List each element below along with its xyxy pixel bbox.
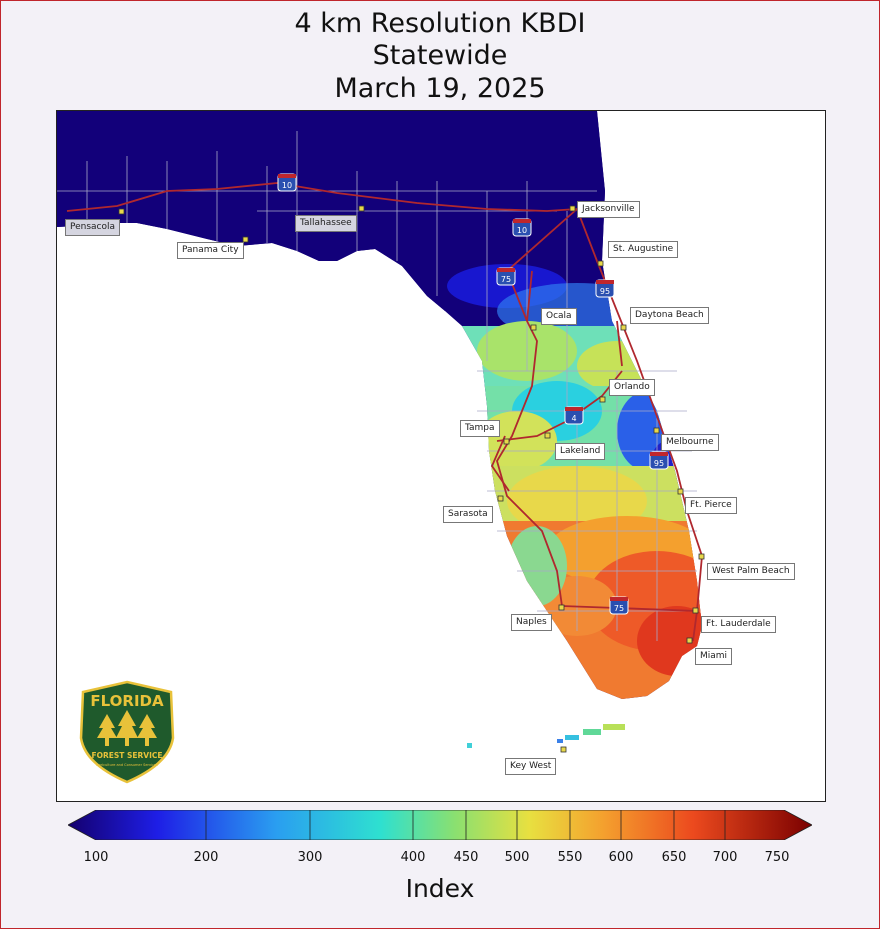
city-marker — [358, 205, 365, 212]
florida-keys — [467, 724, 625, 748]
map-title-line3: March 19, 2025 — [334, 73, 546, 104]
city-label-naples: Naples — [511, 614, 552, 631]
map-title-line1: 4 km Resolution KBDI — [294, 8, 586, 39]
interstate-10-shield-west: 10 — [277, 173, 297, 192]
city-label-daytona-beach: Daytona Beach — [630, 307, 709, 324]
interstate-label: 4 — [571, 414, 576, 423]
city-marker — [503, 438, 510, 445]
city-marker — [686, 637, 693, 644]
city-label-west-palm-beach: West Palm Beach — [707, 563, 795, 580]
city-marker — [242, 236, 249, 243]
city-marker — [558, 604, 565, 611]
city-label-sarasota: Sarasota — [443, 506, 493, 523]
city-label-miami: Miami — [695, 648, 733, 665]
city-label-pensacola: Pensacola — [65, 219, 121, 236]
city-label-lakeland: Lakeland — [555, 443, 606, 460]
city-label-st-augustine: St. Augustine — [608, 241, 679, 258]
city-label-ft-pierce: Ft. Pierce — [685, 497, 737, 514]
colorbar-tick-label: 550 — [557, 850, 583, 865]
interstate-label: 95 — [654, 459, 664, 468]
interstate-label: 75 — [501, 275, 511, 284]
colorbar-tick-label: 500 — [504, 850, 530, 865]
city-label-ft-lauderdale: Ft. Lauderdale — [701, 616, 776, 633]
interstate-label: 10 — [282, 181, 292, 190]
interstate-75-shield-north: 75 — [496, 267, 516, 286]
city-markers — [118, 205, 705, 753]
colorbar-tick-label: 200 — [193, 850, 219, 865]
florida-forest-service-logo: FLORIDA FOREST SERVICE Agriculture and C… — [79, 680, 175, 784]
interstate-shields: 10 10 75 95 4 — [277, 173, 669, 615]
city-marker — [497, 495, 504, 502]
logo-bottom-text: FOREST SERVICE — [91, 751, 162, 760]
colorbar-ticks — [205, 810, 726, 840]
kbdi-colorbar — [68, 810, 812, 840]
interstate-4-shield: 4 — [564, 406, 584, 425]
city-marker — [569, 205, 576, 212]
city-label-panama-city: Panama City — [177, 242, 244, 259]
map-panel: 10 10 75 95 4 — [56, 110, 826, 802]
colorbar-tick-label: 700 — [712, 850, 738, 865]
colorbar-tick-label: 750 — [764, 850, 790, 865]
tree-icons — [97, 710, 157, 746]
city-label-orlando: Orlando — [609, 379, 655, 396]
city-marker — [560, 746, 567, 753]
interstate-75-shield-south: 75 — [609, 596, 629, 615]
county-lines — [57, 131, 697, 641]
interstate-10-shield-east: 10 — [512, 218, 532, 237]
colorbar-tick-label: 300 — [297, 850, 323, 865]
florida-kbdi-map: 10 10 75 95 4 — [57, 111, 705, 753]
city-marker — [118, 208, 125, 215]
city-marker — [653, 427, 660, 434]
city-label-key-west: Key West — [505, 758, 557, 775]
colorbar-tick-label: 600 — [608, 850, 634, 865]
city-marker — [677, 488, 684, 495]
city-marker — [599, 396, 606, 403]
logo-top-text: FLORIDA — [90, 692, 164, 710]
map-title-line2: Statewide — [372, 40, 508, 71]
city-label-ocala: Ocala — [541, 308, 577, 325]
city-marker — [692, 607, 699, 614]
colorbar-tick-label: 650 — [661, 850, 687, 865]
interstate-label: 95 — [600, 287, 610, 296]
colorbar-tick-label: 450 — [453, 850, 479, 865]
city-label-melbourne: Melbourne — [661, 434, 719, 451]
city-marker — [544, 432, 551, 439]
logo-sub-text: Agriculture and Consumer Services — [96, 763, 158, 767]
colorbar-gradient — [68, 810, 812, 840]
interstate-95-shield-south: 95 — [649, 451, 669, 470]
city-label-tampa: Tampa — [460, 420, 500, 437]
city-label-tallahassee: Tallahassee — [295, 215, 357, 232]
interstate-95-shield-north: 95 — [595, 279, 615, 298]
interstate-label: 75 — [614, 604, 624, 613]
city-label-jacksonville: Jacksonville — [577, 201, 640, 218]
colorbar-title: Index — [405, 874, 475, 903]
interstate-label: 10 — [517, 226, 527, 235]
city-marker — [620, 324, 627, 331]
colorbar-tick-label: 400 — [400, 850, 426, 865]
city-marker — [698, 553, 705, 560]
colorbar-tick-label: 100 — [83, 850, 109, 865]
city-marker — [530, 324, 537, 331]
city-marker — [597, 260, 604, 267]
